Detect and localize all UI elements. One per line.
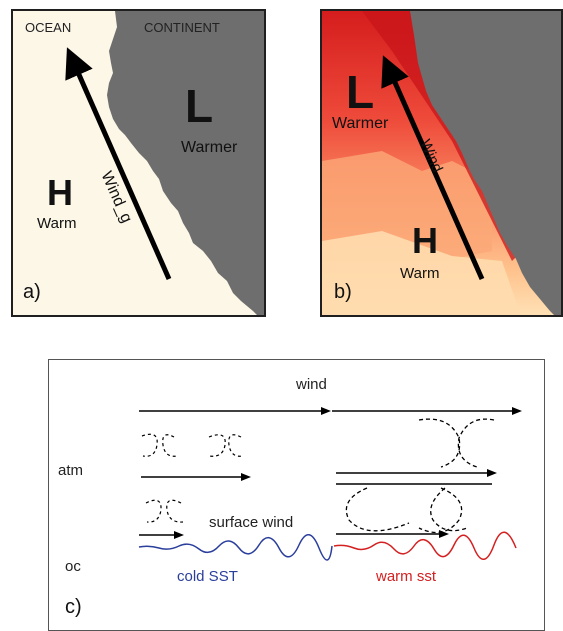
low-pressure-label: L [185,80,214,132]
panel-a-tag: a) [23,281,41,303]
panel-a-map: OCEAN CONTINENT L Warmer H Warm Wind_g a… [11,9,266,317]
panel-c-schematic: wind atm surface wind oc cold SST warm s… [48,359,545,631]
wind-arrow-b [381,55,485,281]
sst-warm-patch [322,151,492,261]
low-temp-label: Warmer [181,139,238,156]
high-temp-label-b: Warm [400,265,440,282]
cold-eddies-upper [141,433,244,457]
warm-eddies-upper [418,418,495,468]
low-temp-label-b: Warmer [332,115,389,132]
panel-c-tag: c) [65,596,82,618]
oc-label: oc [65,558,81,575]
high-pressure-label: H [47,172,73,213]
warm-sst-line [333,531,517,560]
cold-sst-label: cold SST [177,568,238,585]
panel-c-graphic [138,407,522,561]
cold-eddies-lower [145,499,184,523]
panel-b-map-graphic [322,11,561,315]
wind-arrow [65,47,172,281]
high-pressure-label-b: H [412,220,438,261]
ocean-label: OCEAN [25,20,72,35]
low-pressure-label-b: L [346,66,375,118]
high-temp-label: Warm [37,215,77,232]
panel-b-map: L Warmer H Warm Wind b) [320,9,563,317]
cold-sst-line [138,534,333,561]
warm-sst-label: warm sst [376,568,436,585]
warm-eddies-lower [345,487,468,534]
sst-coastal-upwelling [362,11,522,261]
panel-b-tag: b) [334,281,352,303]
panel-a-map-graphic [65,11,264,315]
sst-cool-patch [322,231,521,315]
wind-label: wind [296,376,327,393]
atm-label: atm [58,462,84,479]
continent-landmass [107,11,264,315]
continent-landmass-b [410,11,561,315]
continent-label: CONTINENT [144,20,220,35]
surface-wind-label: surface wind [209,514,294,531]
